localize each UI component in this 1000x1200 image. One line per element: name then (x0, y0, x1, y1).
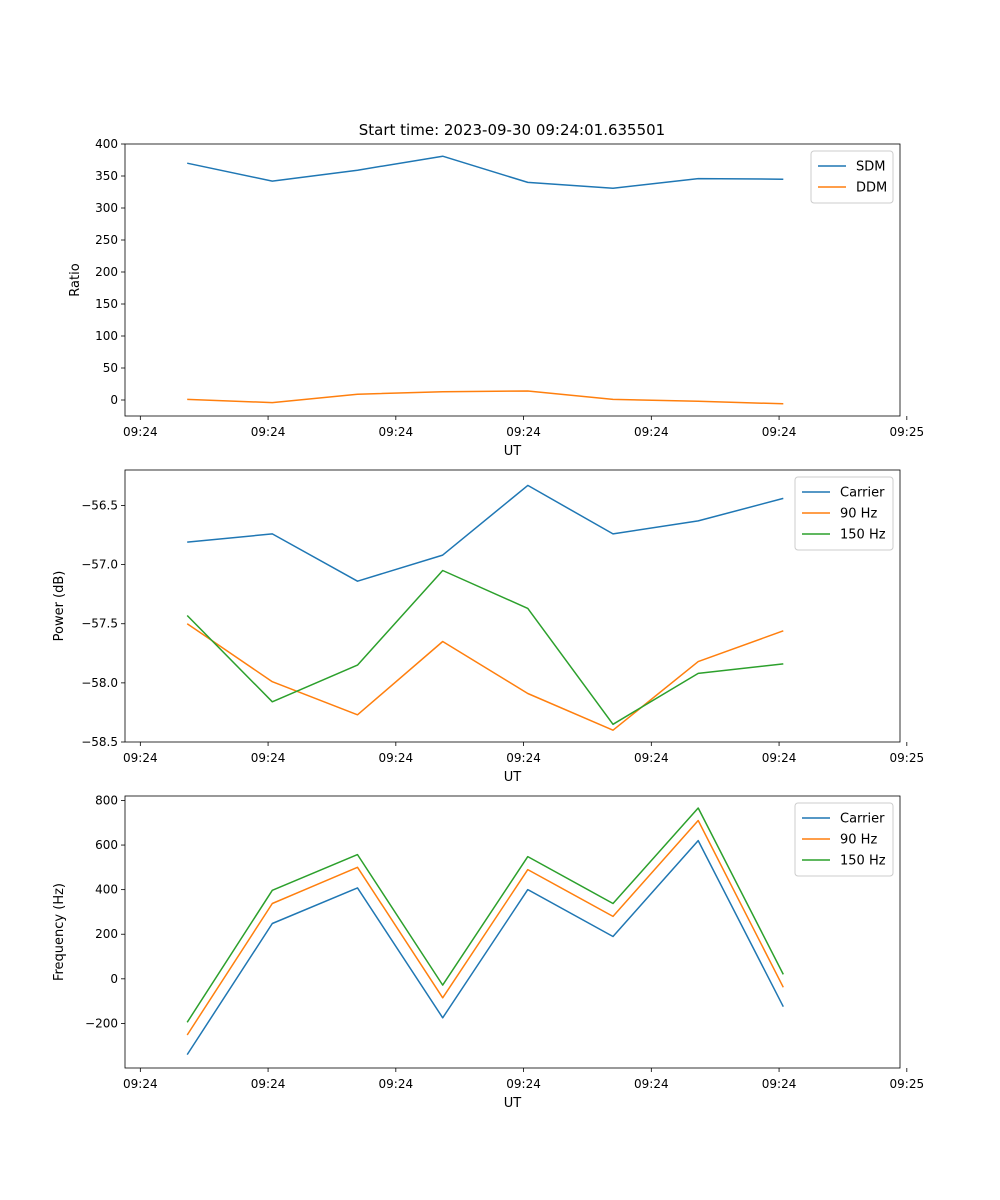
x-tick-label: 09:24 (634, 1077, 669, 1091)
legend-label: 90 Hz (840, 833, 877, 848)
y-tick-label: 200 (95, 927, 118, 941)
axes-frame (124, 469, 901, 743)
y-tick-label: 400 (95, 137, 118, 151)
series-line-150-hz (186, 807, 784, 1023)
y-axis-label: Ratio (68, 263, 83, 296)
legend: SDM DDM (810, 150, 894, 204)
x-tick-label: 09:24 (634, 751, 669, 765)
x-axis-label: UT (504, 1096, 522, 1111)
y-axis-label: Power (dB) (52, 571, 67, 642)
series-line-carrier (186, 839, 784, 1056)
x-tick-label: 09:24 (123, 425, 158, 439)
x-tick-label: 09:24 (506, 751, 541, 765)
x-tick-label: 09:24 (762, 751, 797, 765)
series-line-carrier (187, 484, 784, 582)
y-tick-label: 400 (95, 883, 118, 897)
series-line-150-hz (186, 569, 784, 726)
y-tick-label: 800 (95, 793, 118, 807)
x-tick-label: 09:25 (890, 751, 925, 765)
y-tick-label: 150 (95, 297, 118, 311)
legend-box (794, 476, 894, 551)
x-tick-label: 09:24 (762, 1077, 797, 1091)
y-tick-label: 50 (103, 361, 118, 375)
axes-frame (124, 143, 901, 417)
y-tick-label: 350 (95, 169, 118, 183)
figure-title: Start time: 2023-09-30 09:24:01.635501 (359, 121, 665, 139)
x-tick-label: 09:24 (379, 1077, 414, 1091)
x-tick-label: 09:25 (890, 1077, 925, 1091)
legend-box (794, 802, 894, 877)
x-tick-label: 09:24 (123, 1077, 158, 1091)
y-axis-label: Frequency (Hz) (52, 883, 67, 981)
y-tick-label: −56.5 (81, 498, 118, 512)
legend-label: Carrier (840, 486, 885, 501)
y-tick-label: −200 (85, 1016, 118, 1030)
y-tick-label: 0 (110, 393, 118, 407)
y-tick-label: 0 (110, 972, 118, 986)
legend-box (810, 150, 894, 204)
x-tick-label: 09:24 (762, 425, 797, 439)
x-tick-label: 09:24 (123, 751, 158, 765)
axes-frame (124, 795, 901, 1069)
y-tick-label: 200 (95, 265, 118, 279)
x-tick-label: 09:24 (506, 425, 541, 439)
x-axis-label: UT (504, 770, 522, 785)
legend: Carrier 90 Hz 150 Hz (794, 802, 894, 877)
x-tick-label: 09:24 (251, 751, 286, 765)
y-tick-label: −58.0 (81, 676, 118, 690)
x-tick-label: 09:24 (379, 425, 414, 439)
x-tick-label: 09:24 (634, 425, 669, 439)
chart-panel-1: 09:24 09:24 09:24 09:24 09:24 09:24 09:25 0 50 10… (68, 137, 924, 459)
y-tick-label: −58.5 (81, 735, 118, 749)
x-tick-label: 09:24 (379, 751, 414, 765)
legend: Carrier 90 Hz 150 Hz (794, 476, 894, 551)
legend-label: 150 Hz (840, 528, 886, 543)
legend-label: 150 Hz (840, 854, 886, 869)
x-tick-label: 09:24 (506, 1077, 541, 1091)
chart-panel-2: 09:24 09:24 09:24 09:24 09:24 09:24 09:25 −58.5… (52, 469, 925, 785)
y-tick-label: −57.5 (81, 617, 118, 631)
series-line-sdm (187, 155, 784, 189)
legend-label: SDM (856, 160, 885, 175)
y-tick-label: 300 (95, 201, 118, 215)
y-tick-label: 600 (95, 838, 118, 852)
chart-panel-3: 09:24 09:24 09:24 09:24 09:24 09:24 09:25 −200 0… (52, 793, 924, 1111)
legend-label: 90 Hz (840, 507, 877, 522)
legend-label: DDM (856, 181, 887, 196)
y-tick-label: 250 (95, 233, 118, 247)
y-tick-label: −57.0 (81, 558, 118, 572)
x-tick-label: 09:25 (890, 425, 925, 439)
x-tick-label: 09:24 (251, 425, 286, 439)
y-tick-label: 100 (95, 329, 118, 343)
x-axis-label: UT (504, 444, 522, 459)
series-line-90-hz (186, 623, 784, 731)
x-tick-label: 09:24 (251, 1077, 286, 1091)
legend-label: Carrier (840, 812, 885, 827)
series-line-90-hz (186, 819, 784, 1036)
series-line-ddm (187, 390, 784, 405)
